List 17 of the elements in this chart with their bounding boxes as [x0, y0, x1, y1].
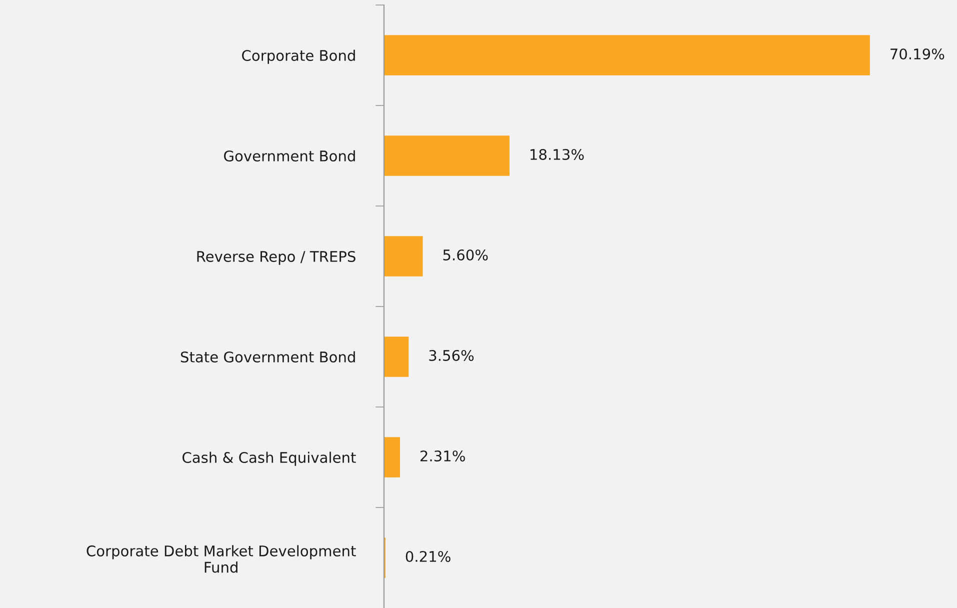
y-tick-label: Government Bond [224, 150, 355, 162]
y-tick-label: Corporate Bond [242, 50, 355, 64]
bar [384, 35, 870, 76]
bar [384, 336, 409, 377]
y-tick-label: Reverse Repo / TREPS [197, 250, 356, 265]
bar [384, 136, 510, 176]
y-tick-label: State Government Bond [180, 351, 355, 362]
bar [384, 437, 400, 478]
y-tick-label: Cash & Cash Equivalent [182, 452, 356, 466]
data-label: 2.31% [420, 450, 465, 462]
data-label: 18.13% [530, 148, 584, 160]
data-label: 3.56% [429, 350, 474, 361]
y-tick-label: Corporate Debt Market Development Fund [86, 545, 356, 573]
data-label: 5.60% [443, 249, 488, 260]
data-label: 0.21% [406, 550, 450, 562]
data-label: 70.19% [890, 48, 944, 60]
bar [384, 236, 423, 276]
